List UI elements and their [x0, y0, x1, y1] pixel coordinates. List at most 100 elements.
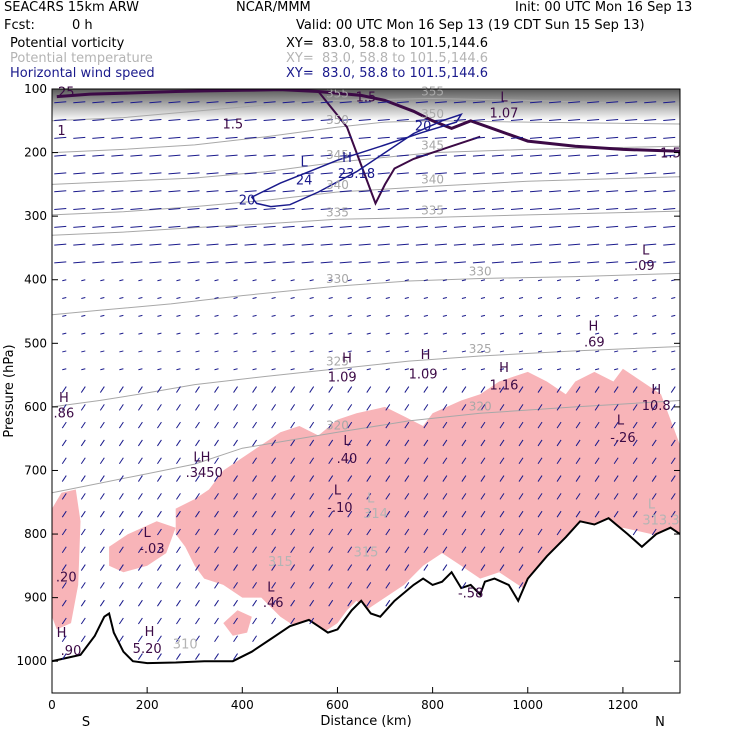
wind-vector	[328, 510, 334, 518]
wind-vector	[453, 136, 466, 139]
end-label-right: N	[655, 715, 665, 730]
wind-vector	[499, 279, 505, 282]
wind-vector	[347, 475, 353, 482]
wind-vector	[263, 208, 276, 211]
wind-vector	[195, 350, 200, 353]
wind-vector	[271, 350, 276, 353]
wind-vector	[168, 101, 181, 104]
wind-vector	[233, 564, 238, 571]
wind-vector	[663, 172, 676, 175]
wind-vector	[252, 332, 257, 335]
wind-vector	[61, 404, 67, 411]
wind-vector	[442, 421, 448, 429]
wind-vector	[652, 297, 657, 300]
annotation-49: 313.3	[642, 514, 679, 529]
wind-vector	[149, 154, 162, 157]
wind-vector	[214, 617, 219, 625]
wind-vector	[644, 225, 657, 228]
wind-vector	[633, 350, 638, 353]
wind-vector	[461, 439, 467, 447]
wind-vector	[358, 208, 371, 211]
wind-vector	[233, 510, 238, 518]
wind-vector	[138, 332, 143, 335]
wind-vector	[415, 261, 428, 264]
wind-vector	[62, 297, 67, 300]
isentrope-label-345: 345	[326, 148, 349, 162]
wind-vector	[606, 190, 619, 193]
fill-layer	[52, 89, 680, 693]
wind-vector	[157, 350, 162, 353]
wind-vector	[195, 386, 200, 393]
wind-vector	[157, 314, 162, 317]
wind-vector	[404, 368, 409, 371]
annotation-9: 24	[296, 173, 313, 188]
wind-vector	[73, 101, 86, 104]
wind-vector	[233, 439, 238, 447]
wind-vector	[480, 475, 486, 482]
wind-vector	[290, 314, 295, 317]
wind-vector	[549, 243, 562, 246]
wind-vector	[214, 368, 219, 371]
wind-vector	[377, 154, 390, 157]
wind-vector	[556, 493, 562, 500]
wind-vector	[176, 493, 181, 500]
wind-vector	[119, 368, 124, 371]
wind-vector	[633, 297, 638, 300]
wind-vector	[111, 261, 124, 264]
wind-vector	[625, 208, 638, 211]
wind-vector	[423, 368, 428, 371]
wind-vector	[73, 225, 86, 228]
wind-vector	[632, 421, 638, 429]
wind-vector	[415, 101, 428, 104]
wind-vector	[423, 332, 428, 335]
wind-vector	[461, 528, 467, 536]
wind-vector	[499, 457, 505, 465]
wind-vector	[613, 439, 619, 447]
wind-vector	[137, 493, 143, 500]
wind-vector	[263, 261, 276, 264]
wind-vector	[518, 457, 524, 465]
wind-vector	[442, 546, 448, 554]
wind-vector	[290, 457, 296, 465]
wind-vector	[549, 136, 562, 139]
wind-vector	[54, 261, 67, 264]
wind-vector	[282, 101, 295, 104]
annotation-37: .20	[56, 571, 77, 586]
wind-vector	[594, 368, 600, 371]
wind-vector	[396, 172, 409, 175]
wind-vector	[225, 101, 238, 104]
wind-vector	[442, 332, 448, 335]
wind-vector	[606, 101, 619, 104]
wind-vector	[328, 350, 333, 353]
wind-vector	[328, 564, 334, 571]
wind-vector	[614, 314, 619, 317]
wind-vector	[568, 172, 581, 175]
wind-vector	[556, 439, 562, 447]
isentrope-label2-355: 355	[421, 85, 444, 99]
wind-vector	[549, 172, 562, 175]
wind-vector	[252, 510, 257, 518]
wind-vector	[233, 635, 238, 643]
wind-vector	[423, 564, 429, 571]
wind-vector	[347, 350, 352, 353]
wind-vector	[385, 564, 391, 571]
wind-vector	[290, 368, 295, 371]
wind-vector	[138, 279, 143, 282]
wind-vector	[176, 404, 181, 411]
wind-vector	[225, 190, 238, 193]
wind-vector	[62, 350, 67, 353]
annotation-48: L	[648, 498, 656, 513]
wind-vector	[99, 404, 105, 411]
wind-vector	[100, 332, 105, 335]
wind-vector	[80, 457, 86, 465]
wind-vector	[652, 279, 657, 282]
wind-vector	[556, 528, 562, 536]
wind-vector	[347, 368, 352, 371]
wind-vector	[613, 493, 619, 500]
annotation-10: H	[342, 151, 352, 166]
wind-vector	[54, 172, 67, 175]
wind-vector	[423, 457, 429, 465]
model-title: SEAC4RS 15km ARW	[4, 0, 140, 15]
wind-vector	[137, 528, 143, 536]
isentrope-label2-335: 335	[421, 203, 444, 217]
